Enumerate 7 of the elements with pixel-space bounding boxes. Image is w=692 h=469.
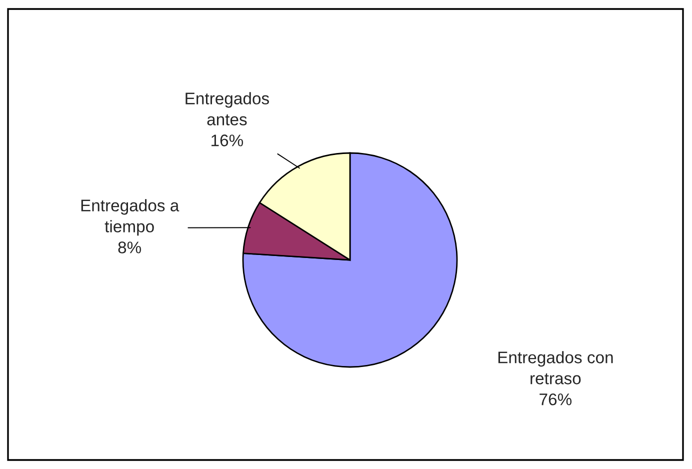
- slice-label: Entregados a tiempo: [81, 199, 180, 236]
- slice-label: Entregados antes: [186, 92, 269, 126]
- data-label: 76%: [540, 393, 572, 406]
- slice-label: Entregados con retraso: [498, 351, 613, 384]
- data-label: 8%: [118, 242, 142, 254]
- pie-slice: [242, 152, 458, 368]
- data-label: 16%: [212, 134, 244, 146]
